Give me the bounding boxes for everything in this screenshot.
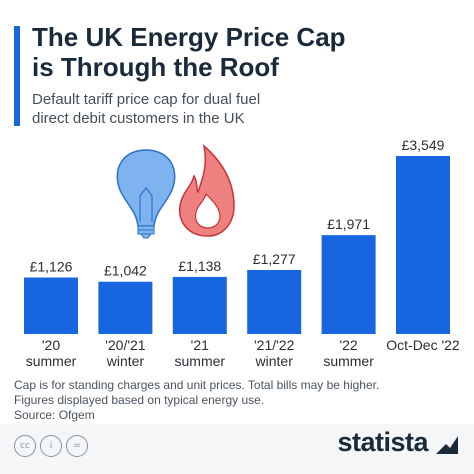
bar-value-label: £1,971 [327, 216, 370, 232]
creative-commons-icon[interactable]: cc [14, 435, 36, 457]
decorative-icons [116, 143, 235, 239]
subtitle-line-2: direct debit customers in the UK [32, 110, 245, 127]
footnote-line-2: Figures displayed based on typical energ… [14, 393, 265, 407]
subtitle-line-1: Default tariff price cap for dual fuel [32, 91, 261, 108]
x-tick-label: '22 [339, 337, 357, 353]
title-accent-bar [14, 26, 20, 126]
x-tick-label: '21 [191, 337, 209, 353]
bar-2 [172, 276, 227, 334]
chart-title: The UK Energy Price Cap is Through the R… [32, 22, 462, 82]
chart-subtitle: Default tariff price cap for dual fuel d… [32, 90, 452, 128]
x-tick-label: '21/'22 [254, 337, 295, 353]
x-tick-label: winter [106, 353, 145, 369]
bar-3 [247, 269, 302, 334]
x-tick-label: Oct-Dec '22 [386, 337, 460, 353]
statista-logo-icon[interactable] [434, 432, 460, 458]
no-derivatives-icon[interactable]: = [66, 435, 88, 457]
footnote-line-1: Cap is for standing charges and unit pri… [14, 378, 380, 392]
title-line-1: The UK Energy Price Cap [32, 22, 346, 52]
bar-value-label: £1,042 [104, 263, 147, 279]
bar-1 [98, 281, 153, 334]
license-icons: cc i = [14, 435, 88, 457]
bar-5 [396, 156, 450, 334]
bar-value-label: £1,277 [253, 251, 296, 267]
bar-4 [321, 235, 376, 334]
flame-icon [179, 143, 235, 237]
x-tick-label: summer [26, 353, 77, 369]
title-line-2: is Through the Roof [32, 52, 279, 82]
source-label: Source: Ofgem [14, 408, 95, 422]
bar-0 [24, 277, 78, 334]
x-tick-label: '20/'21 [105, 337, 146, 353]
x-tick-label: '20 [42, 337, 60, 353]
footnote: Cap is for standing charges and unit pri… [14, 378, 464, 423]
bar-value-label: £1,138 [178, 258, 221, 274]
bar-value-label: £3,549 [402, 137, 445, 153]
light-bulb-icon [116, 149, 176, 239]
x-tick-label: summer [323, 353, 374, 369]
attribution-icon[interactable]: i [40, 435, 62, 457]
statista-logo-text[interactable]: statista [337, 427, 428, 457]
x-tick-label: summer [175, 353, 226, 369]
bar-value-label: £1,126 [30, 259, 73, 275]
x-tick-label: winter [255, 353, 294, 369]
